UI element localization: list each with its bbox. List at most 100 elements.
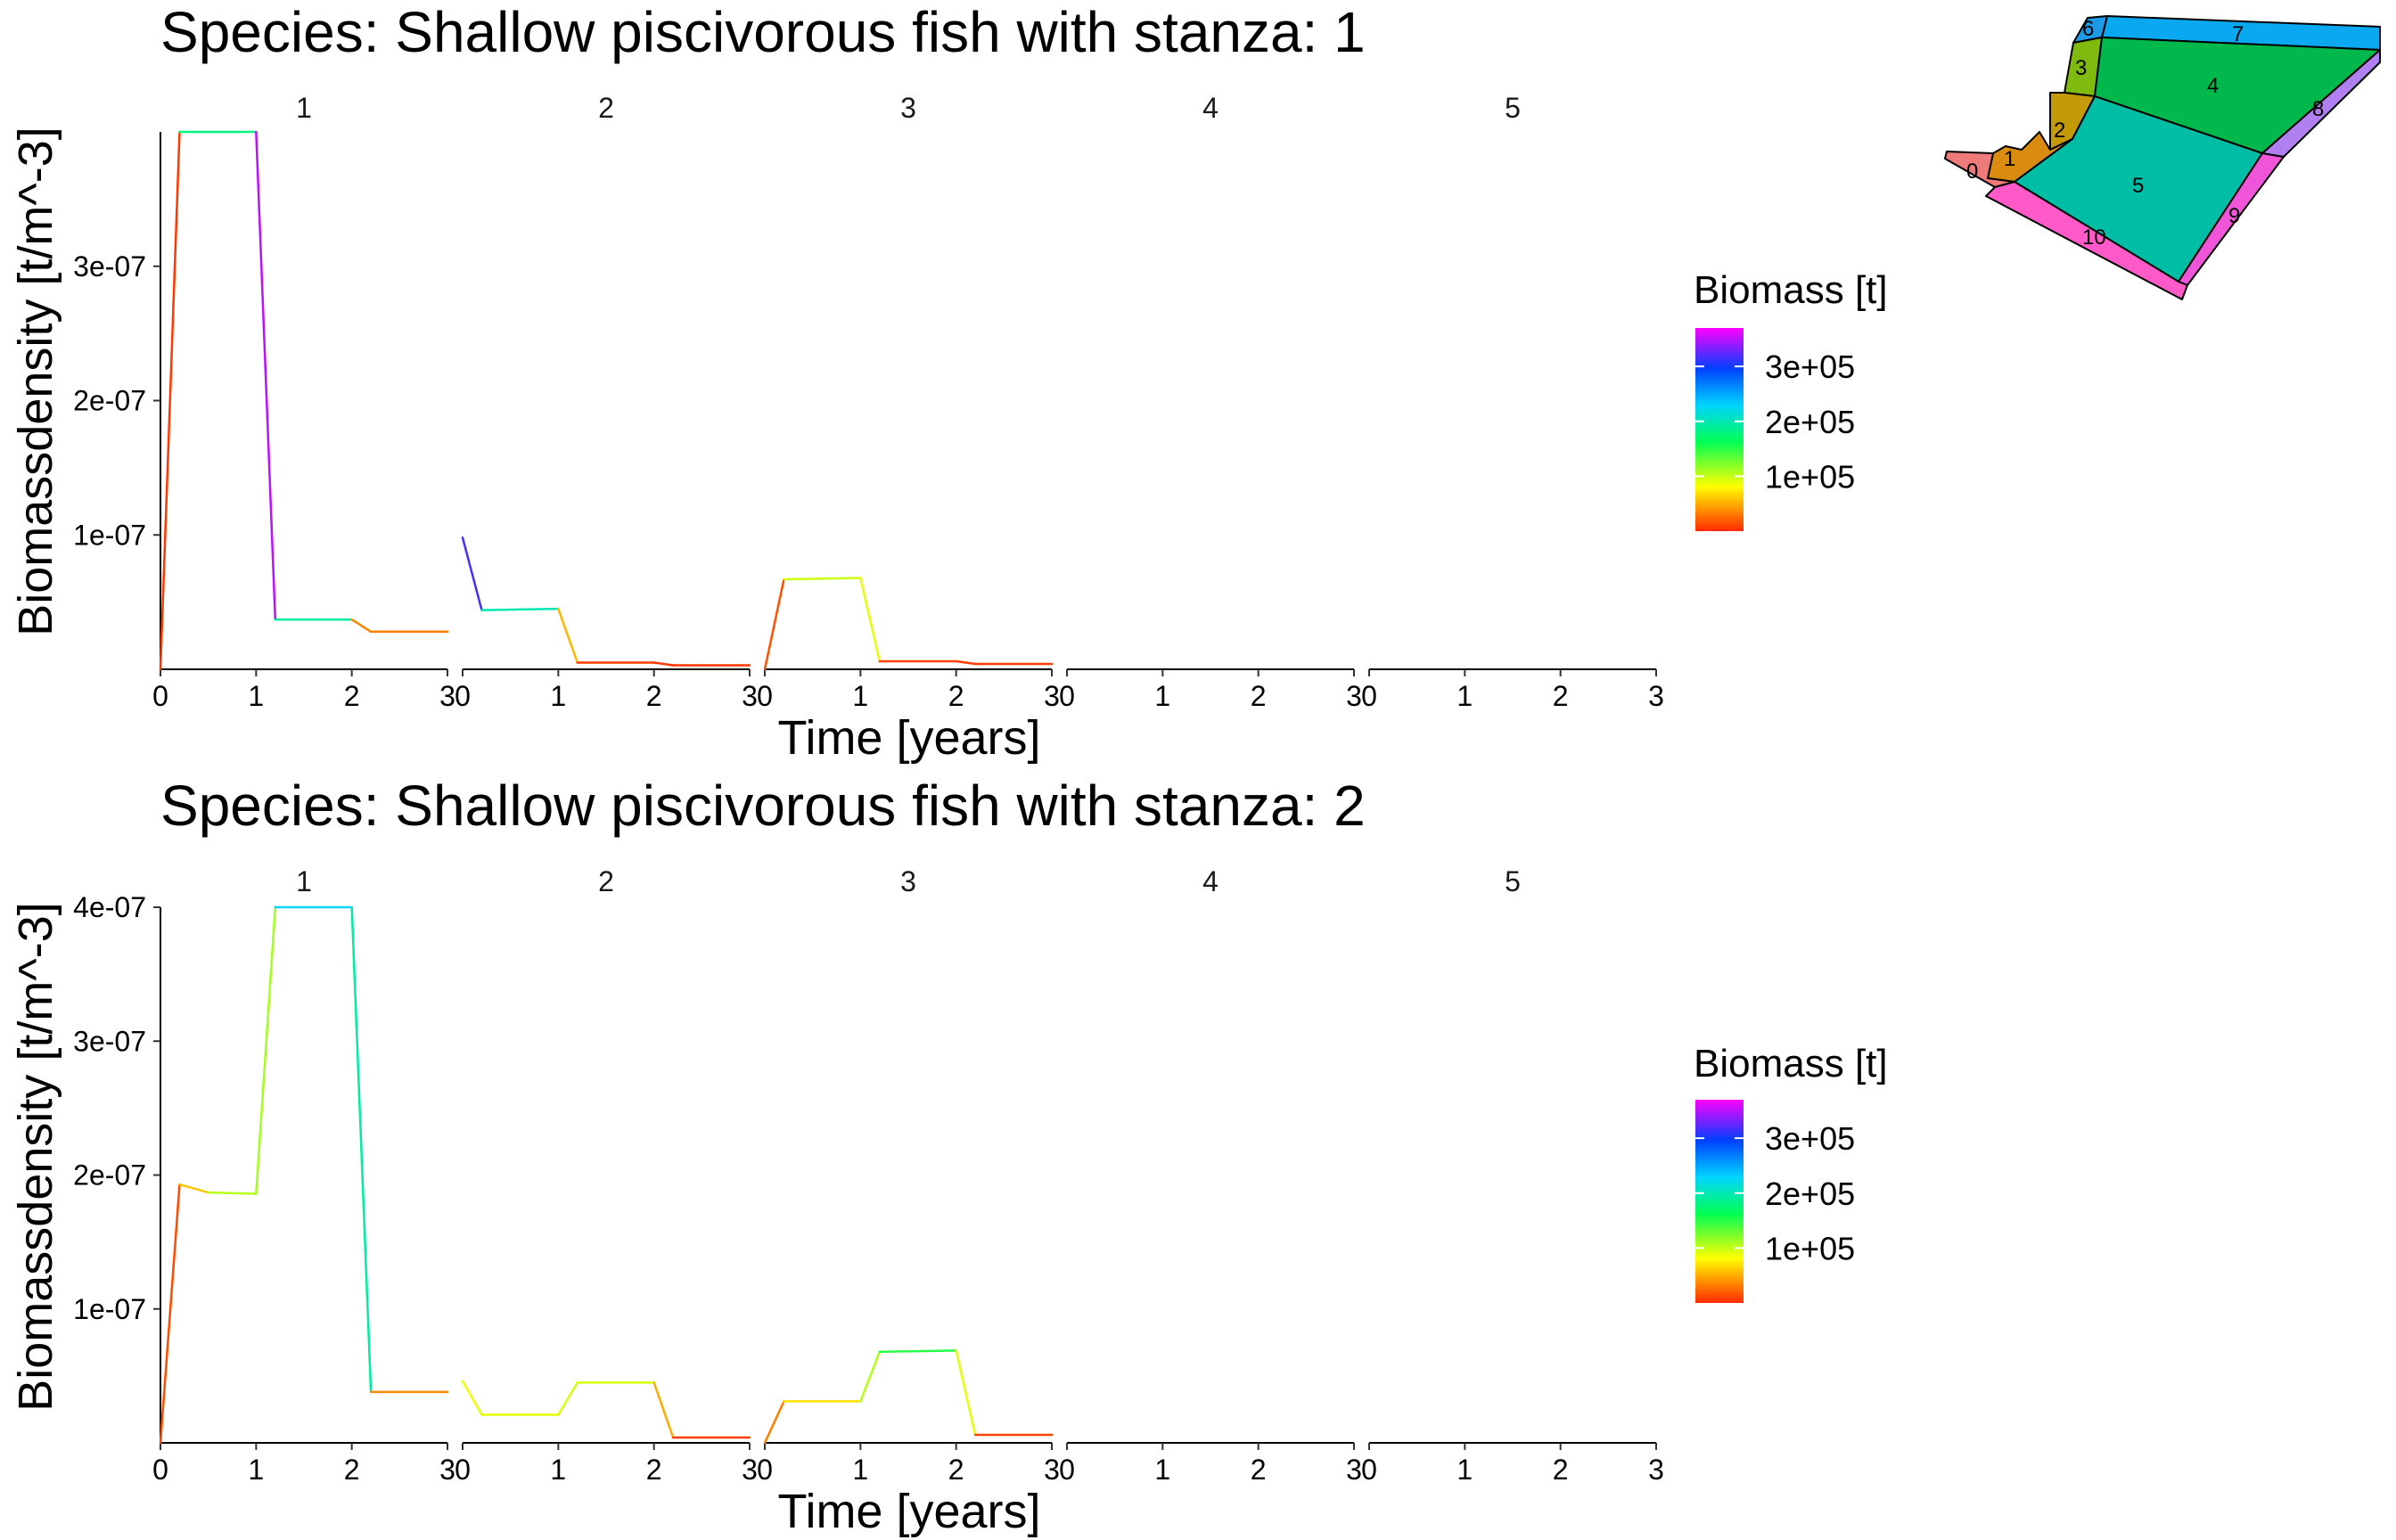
series-segment [557,607,579,664]
legend-ticks: 1e+05 2e+05 3e+05 [1695,1120,1855,1266]
x-tick-label: 2 [1251,680,1267,712]
series-segment [878,1349,957,1354]
map-label-2: 2 [2054,119,2065,143]
series-segment [859,1350,882,1403]
facet-strip-label: 4 [1202,92,1219,124]
facet-panel-5: 5 0 1 2 3 [1361,865,1664,1486]
facet-strip-label: 1 [296,865,312,897]
facet-strip-label: 5 [1505,92,1521,124]
map-label-1: 1 [2004,147,2015,171]
x-tick-label: 1 [1456,680,1473,712]
series-segment [178,1183,209,1194]
legend-title: Biomass [t] [1694,1042,1888,1085]
x-tick-label: 3 [1346,680,1362,712]
series-segment [955,659,977,666]
legend-colorbar [1695,1100,1744,1303]
x-tick-label: 0 [757,1454,773,1486]
legend-tick-label: 3e+05 [1765,348,1855,385]
series-segment [461,537,483,611]
x-tick-label: 3 [439,680,455,712]
series-segment [159,130,181,671]
x-tick-label: 0 [1361,1454,1377,1486]
legend: Biomass [t] 1e+05 2e+05 3e+05 [1694,268,1888,531]
x-axis-title: Time [years] [777,1485,1040,1538]
series-segment [350,905,373,1394]
facet-strip-label: 2 [598,865,614,897]
x-tick-label: 0 [152,1454,168,1486]
chart-title: Species: Shallow piscivorous fish with s… [160,774,1366,838]
x-tick-label: 2 [646,1454,662,1486]
y-tick-label: 1e-07 [73,1293,146,1325]
facet-panel-3: 3 0 1 2 3 [757,92,1060,712]
chart-title: Species: Shallow piscivorous fish with s… [160,0,1366,64]
facet-panel-5: 5 0 1 2 3 [1361,92,1664,712]
x-tick-label: 1 [852,680,868,712]
x-tick-label: 2 [344,1454,360,1486]
facet-strip-label: 3 [900,865,916,897]
x-tick-label: 0 [757,680,773,712]
legend-tick-label: 2e+05 [1765,404,1855,440]
map-label-5: 5 [2132,174,2144,198]
x-tick-label: 1 [550,680,566,712]
facet-panel-1: 1 0 1 2 3 [152,865,455,1486]
series-segment [859,577,882,663]
y-tick-label: 3e-07 [73,250,146,283]
series-segment [783,577,862,581]
facet-strip-label: 5 [1505,865,1521,897]
x-tick-label: 3 [1648,680,1664,712]
legend-colorbar [1695,328,1744,531]
x-tick-label: 1 [248,1454,264,1486]
series-segment [350,618,373,634]
map-box-10 [1985,181,2188,300]
facet-strip-label: 3 [900,92,916,124]
facet-panel-1: 1 0 1 2 3 [152,92,455,712]
y-tick-label: 2e-07 [73,385,146,417]
y-axis-title: Biomassdensity [t/m^-3] [9,127,62,636]
y-tick-label: 2e-07 [73,1159,146,1192]
chart-stanza-1: Species: Shallow piscivorous fish with s… [9,0,1888,765]
map-label-3: 3 [2075,56,2087,80]
x-tick-label: 0 [152,680,168,712]
legend-tick-label: 1e+05 [1765,1230,1855,1266]
box-map-inset: 0 1 2 3 4 5 6 7 8 9 10 [1944,15,2381,300]
x-tick-label: 2 [1553,680,1569,712]
x-tick-label: 3 [439,1454,455,1486]
x-tick-label: 2 [948,1454,964,1486]
map-label-8: 8 [2312,97,2324,121]
x-tick-label: 0 [1059,1454,1075,1486]
x-tick-label: 2 [646,680,662,712]
x-tick-label: 1 [852,1454,868,1486]
facet-strip-label: 2 [598,92,614,124]
legend-tick-label: 1e+05 [1765,458,1855,495]
legend-tick-label: 2e+05 [1765,1175,1855,1212]
series-segment [255,905,277,1195]
facet-panel-3: 3 0 1 2 3 [757,865,1060,1486]
series-segment [461,1380,483,1416]
y-tick-label: 4e-07 [73,891,146,923]
series-segment [763,578,785,671]
series-segment [207,1191,258,1195]
series-segment [652,1381,675,1439]
map-label-7: 7 [2232,22,2244,46]
x-tick-label: 0 [1361,680,1377,712]
x-tick-label: 1 [550,1454,566,1486]
facet-panel-2: 2 0 1 2 3 [455,865,758,1486]
legend: Biomass [t] 1e+05 2e+05 3e+05 [1694,1042,1888,1303]
x-tick-label: 0 [455,1454,471,1486]
map-label-10: 10 [2082,225,2106,250]
x-tick-label: 3 [1044,1454,1060,1486]
map-label-4: 4 [2207,74,2219,98]
y-tick-label: 3e-07 [73,1025,146,1057]
legend-title: Biomass [t] [1694,268,1888,312]
y-tick-label: 1e-07 [73,519,146,551]
facet-panel-4: 4 0 1 2 3 [1059,865,1362,1486]
map-label-6: 6 [2082,17,2094,41]
x-tick-label: 2 [1553,1454,1569,1486]
series-segment [255,130,277,621]
x-tick-label: 1 [1154,1454,1170,1486]
series-segment [652,661,675,667]
x-tick-label: 3 [1346,1454,1362,1486]
